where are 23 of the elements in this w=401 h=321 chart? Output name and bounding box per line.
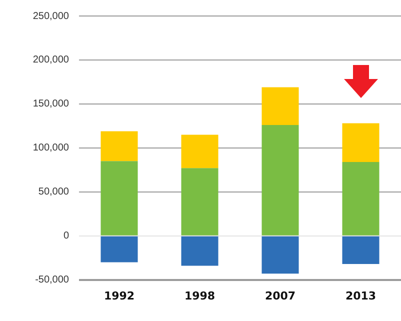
bar [262, 236, 299, 274]
y-tick-label: -50,000 [35, 274, 70, 286]
bar [342, 123, 380, 162]
y-tick-label: 200,000 [32, 54, 70, 66]
y-tick-label: 0 [63, 230, 70, 242]
x-tick-label: 2007 [264, 289, 296, 302]
bar [342, 162, 380, 236]
x-tick-label: 1998 [184, 289, 216, 302]
bar [100, 161, 138, 236]
bar [181, 236, 218, 266]
y-tick-label: 250,000 [32, 10, 70, 22]
bar [342, 236, 380, 264]
bar [100, 131, 138, 162]
bar [262, 87, 299, 126]
bar [262, 125, 299, 236]
y-tick-label: 100,000 [32, 142, 70, 154]
y-tick-label: 50,000 [38, 186, 70, 198]
bar [181, 134, 218, 168]
bar [100, 236, 138, 262]
bar [181, 168, 218, 236]
x-tick-label: 2013 [345, 289, 376, 302]
y-tick-label: 150,000 [32, 98, 70, 110]
x-tick-label: 1992 [104, 289, 135, 302]
